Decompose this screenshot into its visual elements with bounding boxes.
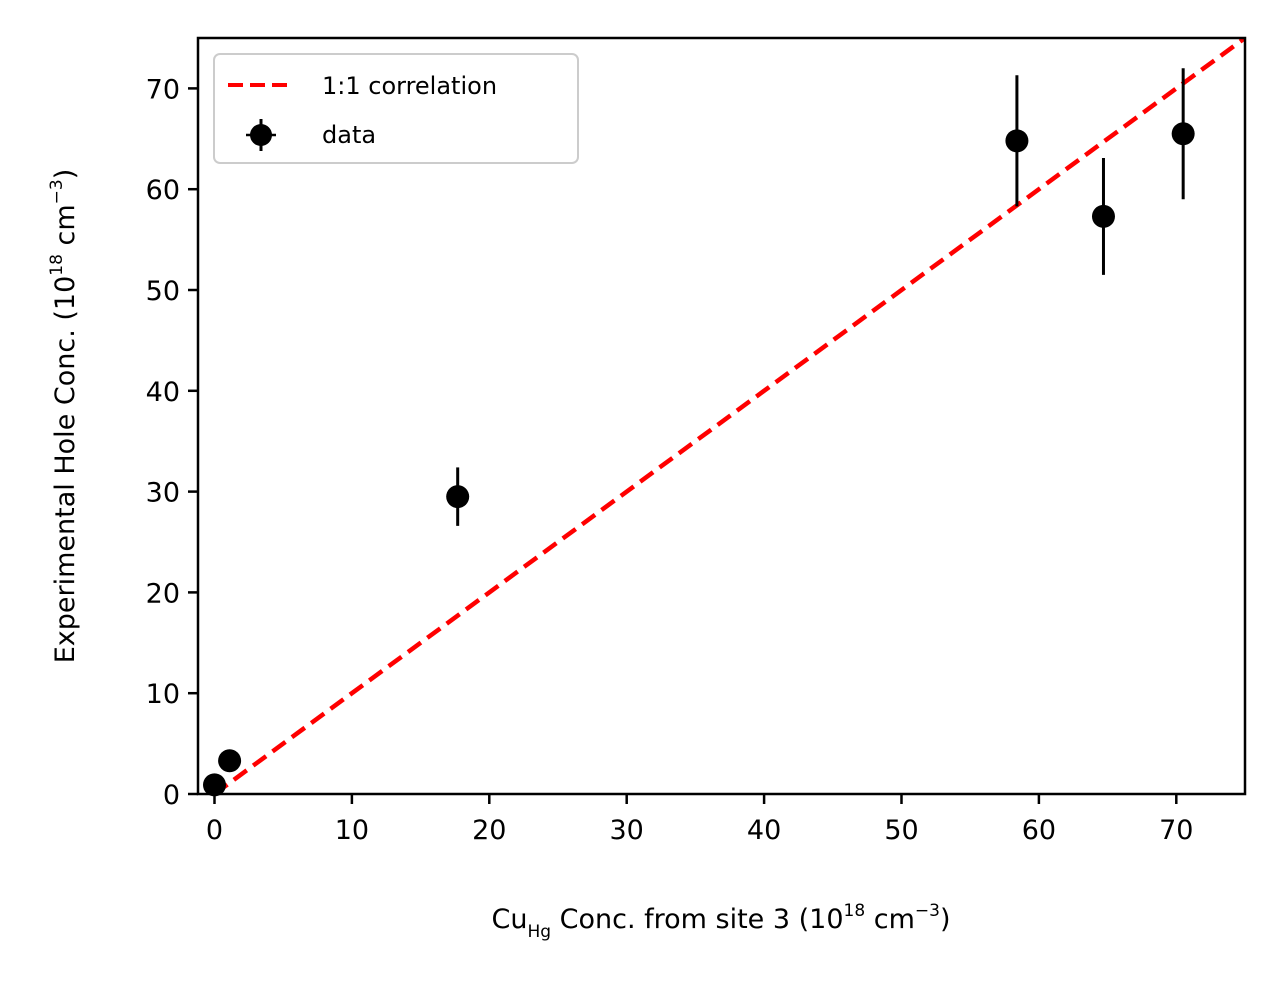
- plot-area: [202, 38, 1245, 797]
- x-axis-label-unit: cm: [865, 904, 915, 935]
- x-tick-label: 0: [206, 815, 223, 846]
- data-point: [1091, 204, 1115, 228]
- y-axis-label-superscript: 18: [47, 254, 67, 276]
- x-tick-label: 20: [472, 815, 506, 846]
- legend-marker-swatch: [250, 124, 272, 146]
- y-axis-label-close: ): [50, 169, 81, 180]
- x-axis-label-main: Cu: [491, 904, 527, 935]
- x-tick-label: 30: [610, 815, 644, 846]
- y-axis-ticks: 0 10 20 30 40 50 60 70: [146, 74, 198, 811]
- x-tick-label: 70: [1159, 815, 1193, 846]
- y-axis-label-unit-superscript: −3: [47, 179, 67, 204]
- legend-label-correlation: 1:1 correlation: [322, 72, 497, 100]
- y-axis-label-unit: cm: [50, 204, 81, 254]
- x-tick-label: 10: [335, 815, 369, 846]
- x-tick-label: 50: [884, 815, 918, 846]
- y-tick-label: 10: [146, 679, 180, 710]
- x-axis-label: CuHg Conc. from site 3 (1018 cm−3): [491, 901, 950, 942]
- y-tick-label: 0: [163, 780, 180, 811]
- y-tick-label: 70: [146, 74, 180, 105]
- y-axis-label: Experimental Hole Conc. (1018 cm−3): [47, 169, 81, 664]
- x-axis-label-rest: Conc. from site 3 (10: [551, 904, 844, 935]
- x-axis-label-close: ): [940, 904, 951, 935]
- y-axis-label-main: Experimental Hole Conc. (10: [50, 276, 81, 664]
- x-axis-label-superscript: 18: [844, 901, 866, 921]
- legend: 1:1 correlation data: [213, 53, 579, 164]
- data-point: [446, 485, 470, 509]
- y-tick-label: 20: [146, 578, 180, 609]
- correlation-line: [213, 38, 1245, 794]
- data-point: [218, 749, 242, 773]
- x-axis-ticks: 0 10 20 30 40 50 60 70: [206, 794, 1193, 846]
- legend-label-data: data: [322, 121, 376, 149]
- y-tick-label: 40: [146, 377, 180, 408]
- y-tick-label: 60: [146, 175, 180, 206]
- axes-frame: [196, 36, 1247, 796]
- data-point: [202, 773, 226, 797]
- x-axis-label-unit-superscript: −3: [915, 901, 940, 921]
- y-tick-label: 30: [146, 478, 180, 509]
- x-tick-label: 60: [1022, 815, 1056, 846]
- x-axis-label-subscript: Hg: [527, 922, 551, 942]
- y-tick-label: 50: [146, 276, 180, 307]
- data-point: [1005, 129, 1029, 153]
- data-point: [1171, 122, 1195, 146]
- legend-box: [213, 53, 579, 164]
- x-tick-label: 40: [747, 815, 781, 846]
